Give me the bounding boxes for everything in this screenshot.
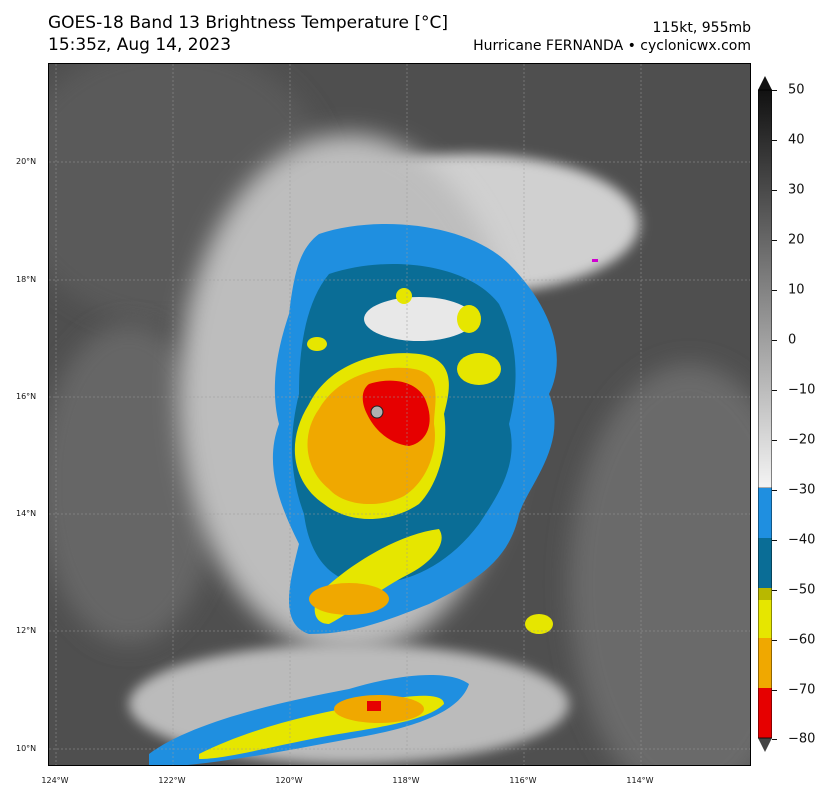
storm-intensity: 115kt, 955mb <box>652 20 751 36</box>
cell-east <box>457 353 501 385</box>
cb-tick-minus30 <box>772 490 777 491</box>
cb-label-0: 0 <box>788 332 797 348</box>
lon-label-124w: 124°W <box>41 776 69 785</box>
satellite-imagery <box>49 64 750 765</box>
cb-label-20: 20 <box>788 232 805 248</box>
product-title: GOES-18 Band 13 Brightness Temperature [… <box>48 13 449 33</box>
cb-label-minus80: −80 <box>788 731 816 747</box>
colorbar-orange-segment <box>758 638 772 688</box>
eyewall-red <box>362 380 430 446</box>
cb-tick-10 <box>772 290 777 291</box>
cb-label-minus10: −10 <box>788 382 816 398</box>
colorbar-dark-blue-segment <box>758 538 772 588</box>
cell-northwest <box>307 337 327 351</box>
lat-label-10n: 10°N <box>16 744 37 753</box>
cb-tick-0 <box>772 340 777 341</box>
cb-tick-minus80 <box>772 739 777 740</box>
cb-label-40: 40 <box>788 132 805 148</box>
cell-southeast <box>525 614 553 634</box>
lon-label-122w: 122°W <box>158 776 186 785</box>
colorbar-extend-bottom <box>758 738 772 752</box>
lat-lon-grid <box>49 64 750 765</box>
cb-tick-minus40 <box>772 540 777 541</box>
lon-label-116w: 116°W <box>509 776 537 785</box>
cb-label-minus70: −70 <box>788 682 816 698</box>
cb-label-50: 50 <box>788 82 805 98</box>
magenta-pixel <box>592 259 598 262</box>
colorbar-extend-top <box>758 76 772 90</box>
cb-label-minus40: −40 <box>788 532 816 548</box>
cb-tick-minus70 <box>772 690 777 691</box>
cb-tick-30 <box>772 190 777 191</box>
hurricane-eye <box>370 405 384 419</box>
storm-name-credit: Hurricane FERNANDA • cyclonicwx.com <box>473 38 751 54</box>
cb-label-minus60: −60 <box>788 632 816 648</box>
cb-tick-minus20 <box>772 440 777 441</box>
cell-northeast <box>457 305 481 333</box>
cb-tick-minus50 <box>772 590 777 591</box>
cb-tick-minus60 <box>772 640 777 641</box>
colorbar-gray-segment <box>758 89 772 489</box>
cb-label-minus20: −20 <box>788 432 816 448</box>
cloud-band-west <box>49 324 219 644</box>
cb-tick-40 <box>772 140 777 141</box>
lon-label-120w: 120°W <box>275 776 303 785</box>
colorbar-olive-segment <box>758 588 772 600</box>
satellite-map <box>48 63 751 766</box>
cb-label-minus30: −30 <box>788 482 816 498</box>
cb-tick-20 <box>772 240 777 241</box>
title-block: GOES-18 Band 13 Brightness Temperature [… <box>48 12 448 56</box>
colorbar <box>758 76 772 752</box>
storm-info: 115kt, 955mb Hurricane FERNANDA • cyclon… <box>473 19 751 55</box>
colorbar-yellow-segment <box>758 600 772 638</box>
lat-label-14n: 14°N <box>16 509 37 518</box>
cb-label-10: 10 <box>788 282 805 298</box>
colorbar-blue-segment <box>758 488 772 538</box>
lat-label-20n: 20°N <box>16 157 37 166</box>
southern-rainband-cold-top <box>367 701 381 711</box>
lon-label-114w: 114°W <box>626 776 654 785</box>
cb-label-minus50: −50 <box>788 582 816 598</box>
colorbar-red-segment <box>758 688 772 738</box>
cloud-band-east <box>569 364 750 765</box>
cell-north <box>396 288 412 304</box>
lat-label-12n: 12°N <box>16 626 37 635</box>
cb-tick-minus10 <box>772 390 777 391</box>
lat-label-16n: 16°N <box>16 392 37 401</box>
cb-label-30: 30 <box>788 182 805 198</box>
lat-label-18n: 18°N <box>16 275 37 284</box>
rainband-south-core <box>309 583 389 615</box>
cb-tick-50 <box>772 90 777 91</box>
observation-time: 15:35z, Aug 14, 2023 <box>48 35 232 55</box>
clear-gap-north <box>364 297 474 341</box>
lon-label-118w: 118°W <box>392 776 420 785</box>
